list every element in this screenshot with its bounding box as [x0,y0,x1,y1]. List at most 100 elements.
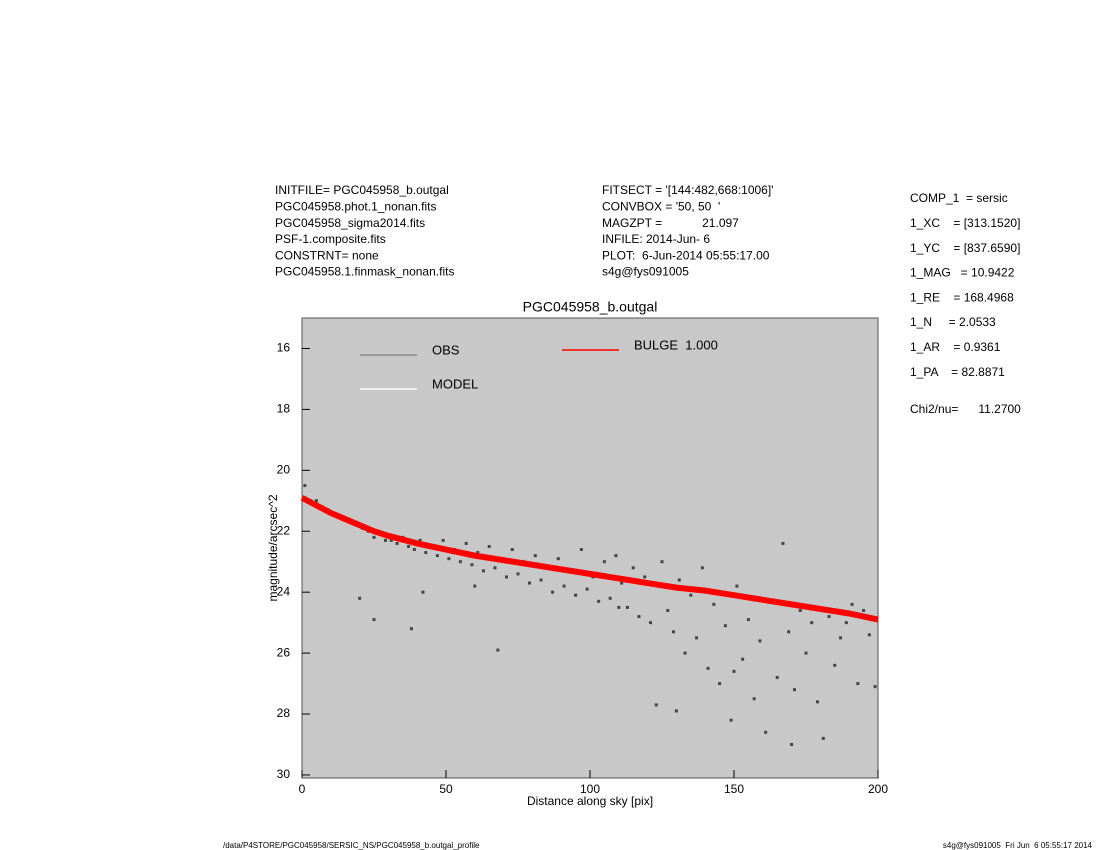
data-point [617,605,621,609]
y-tick-label: 18 [277,402,291,416]
header-middle-line: INFILE: 2014-Jun- 6 [602,232,710,246]
data-point [441,538,445,542]
data-point [746,618,750,622]
data-point [821,736,825,740]
data-point [528,581,532,585]
data-point [481,569,485,573]
fit-parameter: 1_XC = [313.1520] [910,216,1020,230]
data-point [781,541,785,545]
data-point [672,630,676,634]
data-point [487,544,491,548]
data-point [712,602,716,606]
data-point [758,639,762,643]
data-point [464,541,468,545]
data-point [867,633,871,637]
data-point [421,590,425,594]
data-point [810,621,814,625]
data-point [372,535,376,539]
x-tick-label: 50 [439,782,453,796]
data-point [648,621,652,625]
header-left-line: CONSTRNT= none [275,248,379,262]
data-point [533,554,537,558]
data-point [504,575,508,579]
data-point [790,742,794,746]
y-tick-label: 20 [277,462,291,476]
fit-parameter: 1_AR = 0.9361 [910,340,1001,354]
plot-area [301,317,879,779]
data-point [764,730,768,734]
fit-parameter: Chi2/nu= 11.2700 [910,402,1021,416]
header-middle-line: FITSECT = '[144:482,668:1006]' [602,183,773,197]
data-point [816,700,820,704]
y-tick-label: 30 [277,767,291,781]
data-point [839,636,843,640]
data-point [695,636,699,640]
data-point [579,548,583,552]
data-point [625,605,629,609]
data-point [862,608,866,612]
y-axis-label: magnitude/arcsec^2 [266,494,280,601]
x-tick-label: 200 [868,782,888,796]
data-point [473,584,477,588]
data-point [660,560,664,564]
data-point [614,554,618,558]
chart-title: PGC045958_b.outgal [523,299,658,315]
data-point [574,593,578,597]
data-point [833,663,837,667]
x-tick-label: 0 [299,782,306,796]
y-tick-label: 22 [277,523,291,537]
data-point [597,599,601,603]
data-point [700,566,704,570]
fit-parameter: 1_RE = 168.4968 [910,290,1014,304]
data-point [358,596,362,600]
data-point [562,584,566,588]
data-point [643,575,647,579]
header-left-line: PGC045958.phot.1_nonan.fits [275,199,436,213]
data-point [752,697,756,701]
legend-label: BULGE 1.000 [634,337,718,352]
data-point [412,548,416,552]
data-point [873,685,877,689]
data-point [804,651,808,655]
header-middle-line: PLOT: 6-Jun-2014 05:55:17.00 [602,248,770,262]
fit-parameter: COMP_1 = sersic [910,191,1008,205]
y-tick-label: 28 [277,706,291,720]
data-point [798,608,802,612]
header-middle-line: MAGZPT = 21.097 [602,216,739,230]
footer-path: /data/P4STORE/PGC045958/SERSIC_NS/PGC045… [223,841,480,850]
header-left-line: PSF-1.composite.fits [275,232,386,246]
data-point [384,538,388,542]
footer-stamp: s4g@fys091005 Fri Jun 6 05:55:17 2014 [943,841,1093,850]
legend-label: MODEL [432,376,478,391]
data-point [706,666,710,670]
y-tick-label: 16 [277,341,291,355]
data-point [372,618,376,622]
data-point [637,615,641,619]
data-point [496,648,500,652]
legend-label: OBS [432,342,460,357]
data-point [677,578,681,582]
data-point [718,682,722,686]
data-point [470,563,474,567]
data-point [510,548,514,552]
data-point [458,560,462,564]
header-left-line: INITFILE= PGC045958_b.outgal [275,183,449,197]
data-point [556,557,560,561]
data-point [551,590,555,594]
data-point [723,624,727,628]
data-point [775,675,779,679]
data-point [314,499,318,503]
data-point [674,709,678,713]
data-point [792,688,796,692]
data-point [729,718,733,722]
data-point [435,554,439,558]
header-left-line: PGC045958_sigma2014.fits [275,216,425,230]
data-point [741,657,745,661]
data-point [844,621,848,625]
data-point [493,566,497,570]
y-tick-label: 26 [277,645,291,659]
data-point [683,651,687,655]
data-point [585,587,589,591]
data-point [395,541,399,545]
data-point [620,581,624,585]
